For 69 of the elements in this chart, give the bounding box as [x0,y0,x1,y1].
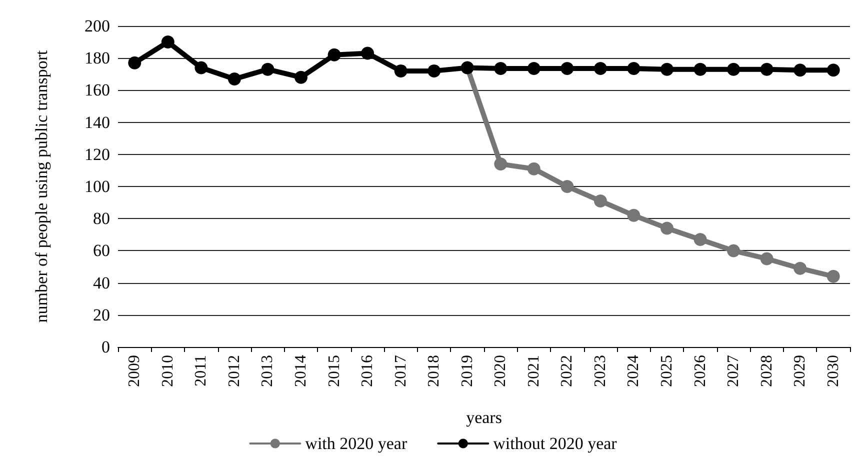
point [826,64,840,77]
point [727,62,740,76]
point [760,62,774,76]
x-tick-label: 2022 [558,355,576,387]
point [261,62,274,76]
x-tick-label: 2015 [326,355,343,387]
x-tick-label: 2019 [458,355,476,387]
y-tick-label: 0 [102,338,110,356]
x-tick-label: 2013 [259,355,276,387]
x-tick-label: 2018 [426,355,443,387]
point [660,62,674,76]
x-tick-label: 2028 [758,355,776,387]
point [494,62,508,76]
point [694,232,707,246]
x-axis-title: years [466,408,502,427]
y-tick-label: 100 [84,177,110,196]
point [428,64,441,78]
point [794,64,807,77]
x-tick-label: 2014 [292,355,310,387]
point [794,262,807,275]
point [760,252,774,266]
point [328,48,341,62]
y-axis-title: number of people using public transport [32,50,51,323]
x-tick-label: 2009 [126,355,144,387]
point [494,158,508,171]
legend-label: with 2020 year [305,434,408,453]
point [161,36,174,49]
y-tick-label: 140 [84,112,110,132]
point [594,194,607,208]
x-tick-label: 2027 [725,355,742,387]
x-tick-label: 2024 [625,355,642,387]
y-tick-label: 60 [93,241,110,260]
point [627,62,640,76]
point [128,56,142,70]
legend-label: without 2020 year [493,434,618,453]
y-tick-label: 180 [84,48,110,68]
point [627,208,640,222]
x-tick-label: 2010 [159,355,176,387]
point [294,70,308,84]
x-tick-label: 2016 [359,355,376,387]
y-tick-label: 120 [84,144,110,164]
point [594,62,607,76]
x-tick-label: 2020 [492,355,510,387]
point [660,222,674,235]
x-tick-label: 2017 [392,355,410,387]
point [694,62,707,76]
point [228,72,241,86]
x-tick-label: 2026 [692,355,709,387]
point [194,61,208,74]
x-tick-label: 2011 [192,355,210,386]
point [361,46,374,60]
point [527,62,540,76]
x-tick-label: 2023 [592,355,609,387]
point [527,162,540,176]
point [826,270,840,283]
point [394,64,408,78]
point [560,180,574,193]
x-tick-label: 2021 [525,355,542,387]
y-tick-label: 200 [84,16,110,36]
x-tick-label: 2030 [824,355,842,387]
point [727,244,740,258]
y-tick-label: 40 [93,273,110,292]
y-tick-label: 80 [93,209,110,228]
x-tick-label: 2025 [658,355,676,387]
y-tick-label: 20 [93,305,110,324]
x-tick-label: 2012 [226,355,243,387]
point [560,62,574,76]
x-tick-label: 2029 [792,355,809,387]
y-tick-label: 160 [84,80,110,100]
